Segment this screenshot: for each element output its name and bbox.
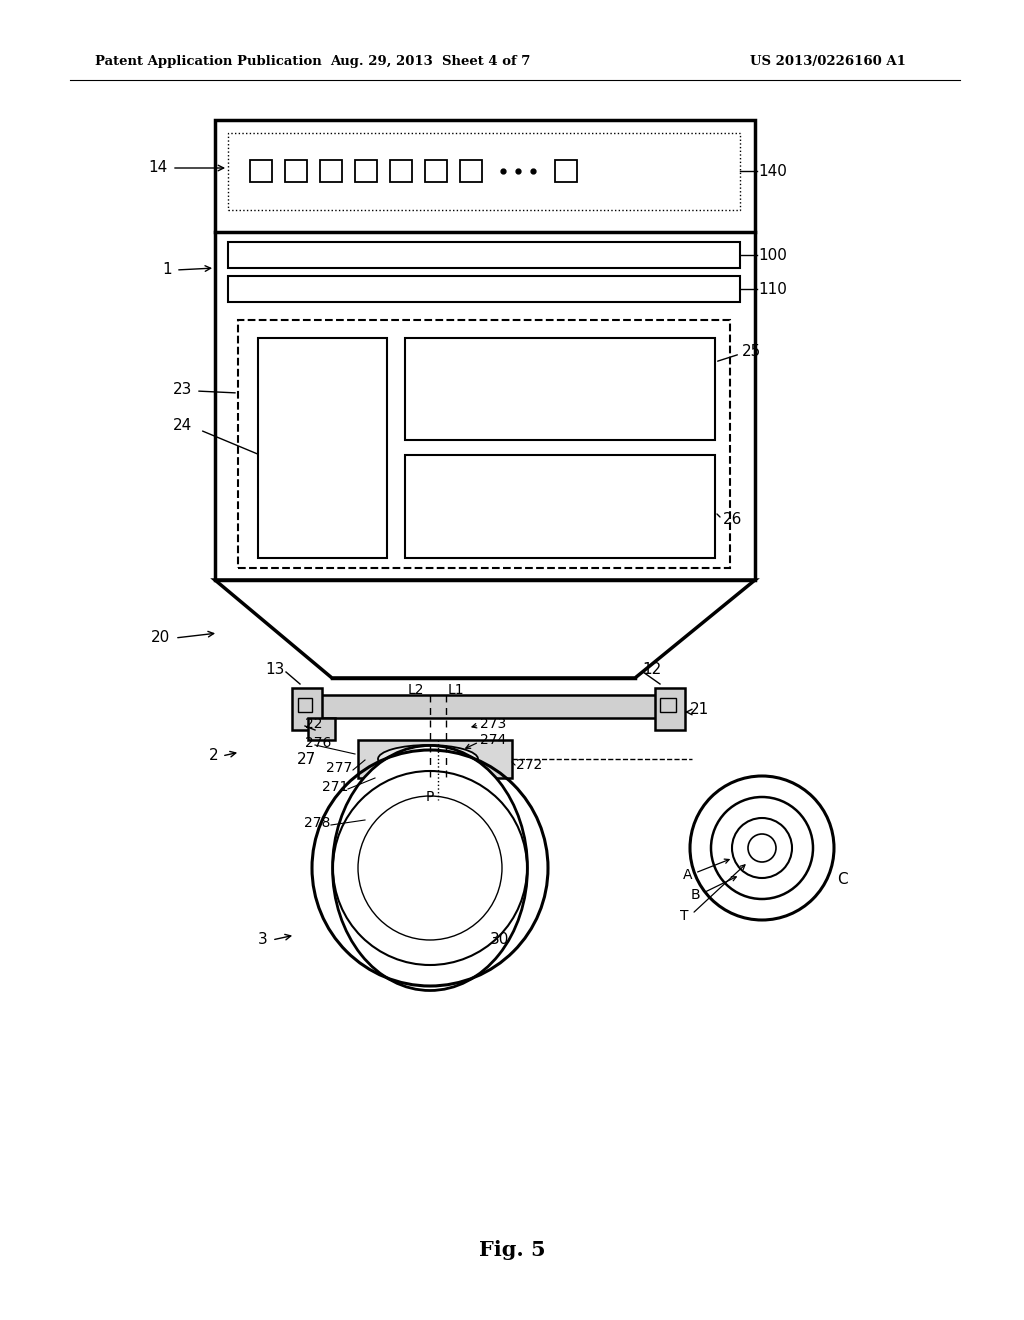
Circle shape: [413, 751, 431, 770]
Polygon shape: [655, 688, 685, 730]
Polygon shape: [308, 718, 335, 741]
Text: 24: 24: [173, 417, 193, 433]
Text: 26: 26: [723, 512, 742, 528]
Text: 274: 274: [480, 733, 506, 747]
Text: 3: 3: [258, 932, 268, 948]
Text: T: T: [680, 909, 688, 923]
Text: Aug. 29, 2013  Sheet 4 of 7: Aug. 29, 2013 Sheet 4 of 7: [330, 55, 530, 69]
Text: 25: 25: [742, 345, 761, 359]
Text: 100: 100: [758, 248, 786, 263]
Text: 23: 23: [173, 383, 193, 397]
Polygon shape: [358, 741, 512, 777]
Text: 27: 27: [297, 752, 316, 767]
Text: L2: L2: [408, 682, 424, 697]
Text: 273: 273: [480, 717, 506, 731]
Text: 12: 12: [642, 663, 662, 677]
Text: 276: 276: [305, 737, 332, 750]
Text: 2: 2: [208, 748, 218, 763]
Text: 21: 21: [690, 702, 710, 718]
Text: 140: 140: [758, 164, 786, 178]
Text: 30: 30: [490, 932, 509, 948]
Polygon shape: [305, 696, 680, 718]
Text: 22: 22: [305, 717, 323, 731]
Text: L1: L1: [449, 682, 465, 697]
Text: 271: 271: [322, 780, 348, 795]
Text: C: C: [837, 873, 848, 887]
Text: Fig. 5: Fig. 5: [478, 1239, 546, 1261]
Text: 277: 277: [326, 762, 352, 775]
Ellipse shape: [333, 746, 527, 990]
Text: 20: 20: [151, 631, 170, 645]
Text: 278: 278: [304, 816, 330, 830]
Text: B: B: [690, 888, 700, 902]
Text: 1: 1: [163, 263, 172, 277]
Polygon shape: [292, 688, 322, 730]
Text: P: P: [426, 789, 434, 804]
Text: US 2013/0226160 A1: US 2013/0226160 A1: [750, 55, 906, 69]
Text: 13: 13: [265, 663, 285, 677]
Text: Patent Application Publication: Patent Application Publication: [95, 55, 322, 69]
Text: 110: 110: [758, 281, 786, 297]
Text: A: A: [683, 869, 692, 882]
Circle shape: [418, 756, 426, 764]
Ellipse shape: [378, 744, 478, 774]
Text: 14: 14: [148, 161, 168, 176]
Text: 272: 272: [516, 758, 543, 772]
